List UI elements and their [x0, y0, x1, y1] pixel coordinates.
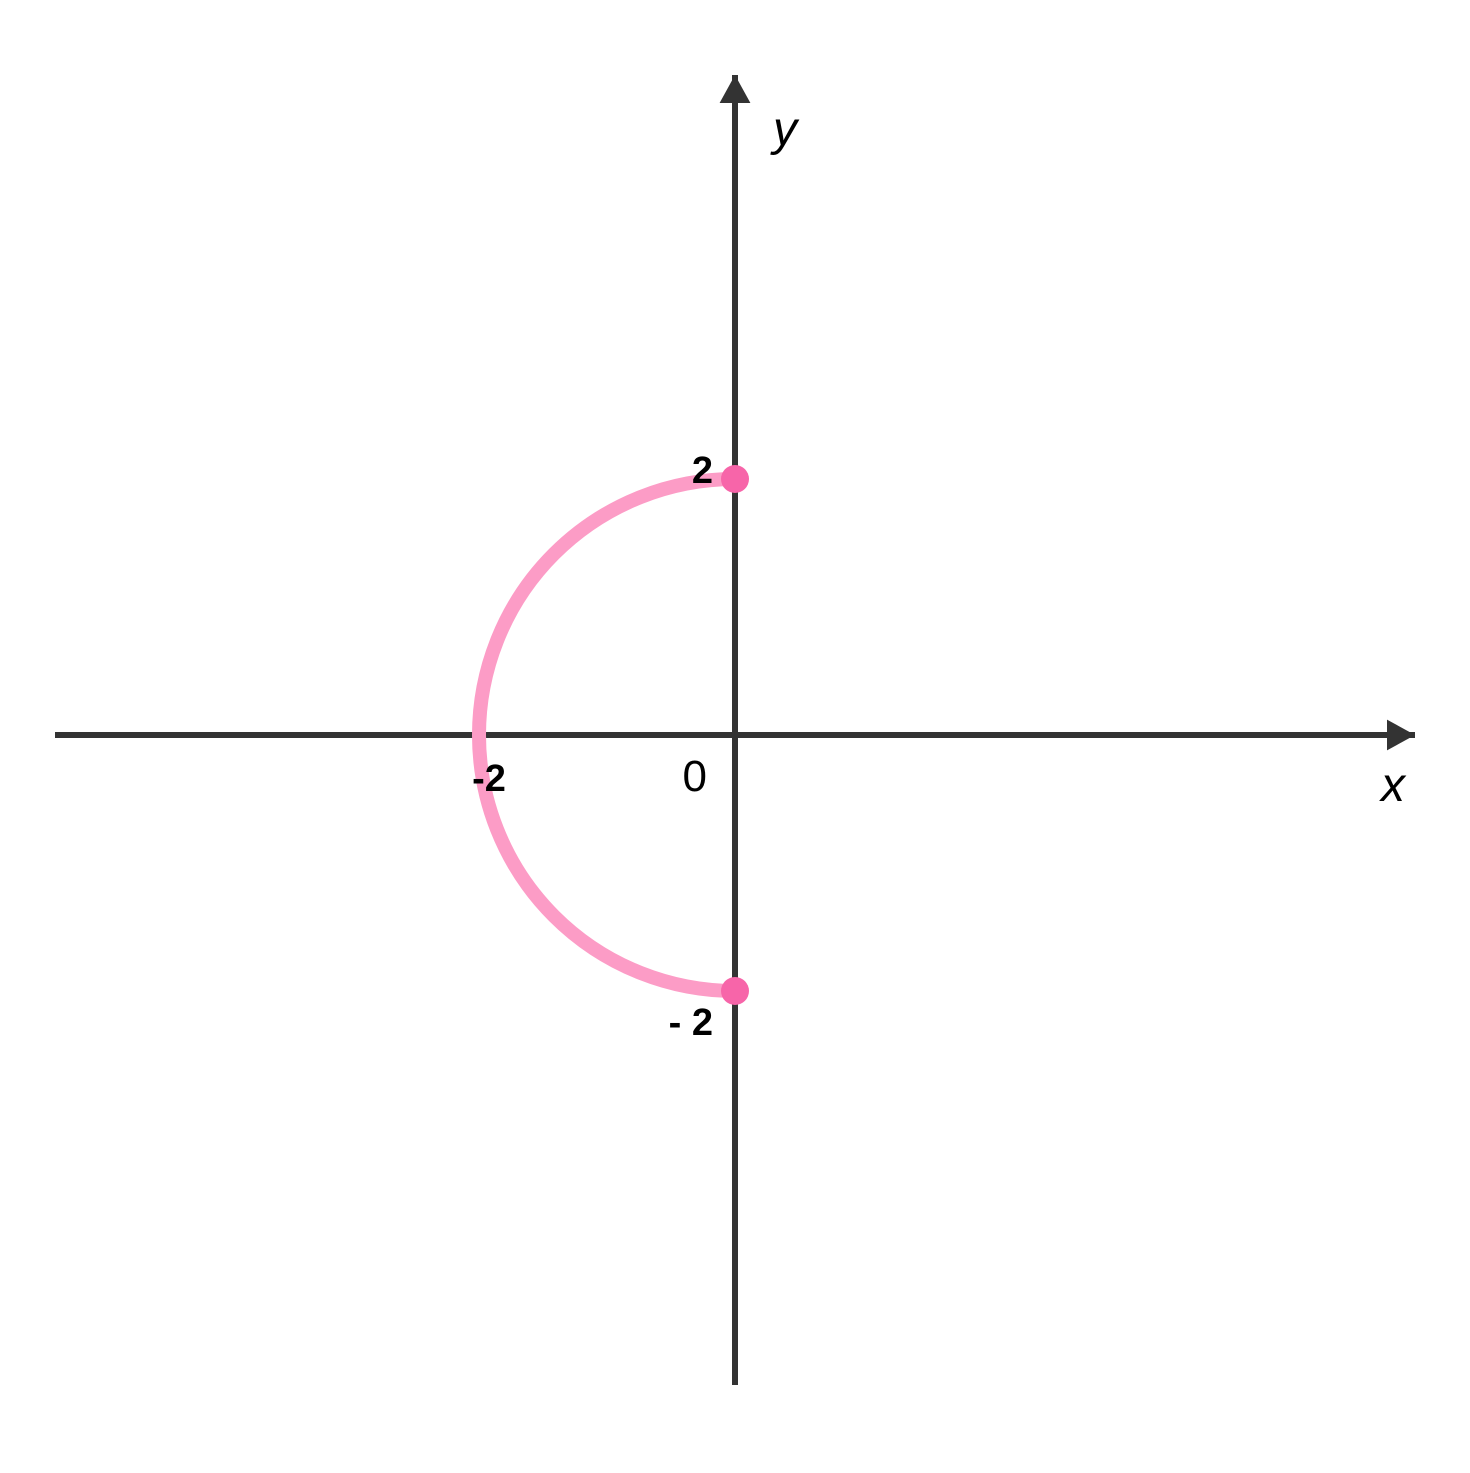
x-axis-arrow [1387, 720, 1415, 751]
tick-label: - 2 [669, 1002, 713, 1044]
origin-label: 0 [683, 752, 707, 801]
endpoint-dot [721, 465, 749, 493]
tick-label: -2 [472, 758, 506, 800]
coordinate-chart: y x 0 2 - 2 -2 [0, 0, 1470, 1473]
x-axis-label: x [1379, 759, 1407, 812]
endpoint-dot [721, 977, 749, 1005]
chart-svg: y x 0 2 - 2 -2 [0, 0, 1470, 1473]
tick-label: 2 [692, 450, 713, 492]
y-axis-label: y [770, 103, 800, 156]
y-axis-arrow [720, 75, 751, 103]
